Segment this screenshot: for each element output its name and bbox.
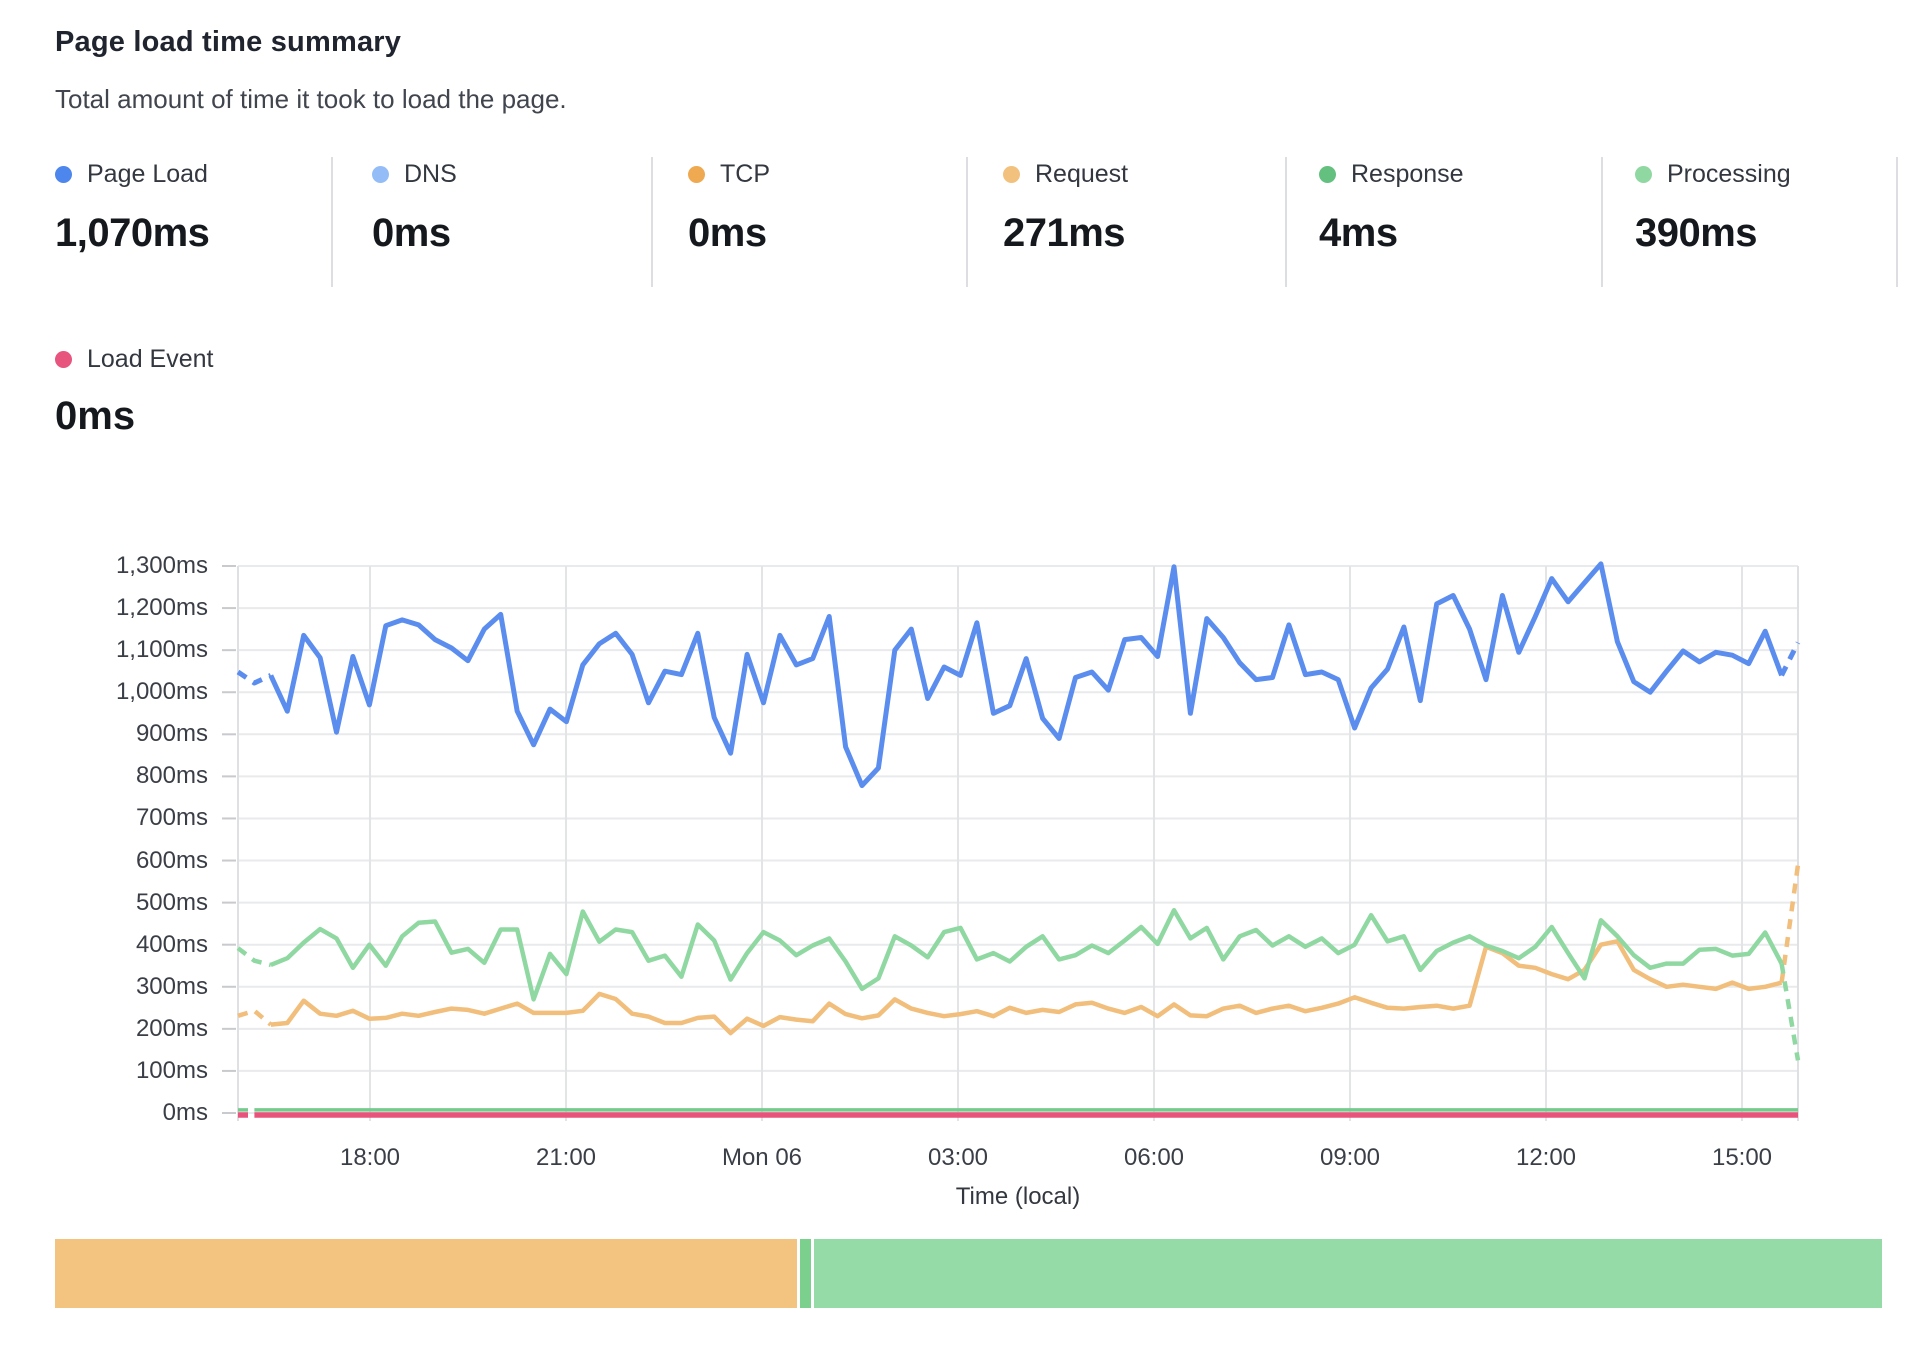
bar-segment-response (800, 1239, 812, 1308)
page-title: Page load time summary (55, 26, 402, 58)
x-tick-label: 18:00 (339, 1144, 401, 1171)
x-tick-label: 15:00 (1711, 1144, 1773, 1171)
page-subtitle: Total amount of time it took to load the… (55, 84, 567, 114)
metric-label: Load Event (87, 345, 214, 373)
metric-tile-request: Request 271ms (1003, 160, 1273, 256)
metric-value: 4ms (1319, 211, 1398, 255)
page-load-line (1779, 641, 1801, 677)
bar-segment-request (55, 1239, 798, 1308)
y-tick-label: 800ms (135, 762, 208, 790)
processing-line (236, 946, 272, 968)
metric-label: Page Load (87, 160, 208, 188)
metric-tile-processing: Processing 390ms (1635, 160, 1905, 256)
y-tick-label: 400ms (135, 930, 208, 958)
dns-legend-dot (372, 166, 389, 183)
tile-divider (966, 157, 968, 287)
metric-value: 0ms (372, 211, 451, 255)
metric-tile-dns: DNS 0ms (372, 160, 642, 256)
y-tick-label: 700ms (135, 804, 208, 832)
tile-divider (1285, 157, 1287, 287)
metric-value: 271ms (1003, 211, 1126, 255)
y-tick-label: 1,100ms (115, 636, 208, 664)
page-load-line (236, 669, 272, 686)
response-legend-dot (1319, 166, 1336, 183)
metric-label: Response (1351, 160, 1464, 188)
bar-segment-processing (814, 1239, 1882, 1308)
metric-tile-response: Response 4ms (1319, 160, 1589, 256)
metric-tile-tcp: TCP 0ms (688, 160, 958, 256)
metric-tile-load-event: Load Event 0ms (55, 345, 214, 439)
y-tick-label: 300ms (135, 972, 208, 1000)
load-event-legend-dot (55, 351, 72, 368)
x-tick-label: Mon 06 (721, 1144, 803, 1171)
request-line (237, 1008, 273, 1027)
processing-line (1779, 963, 1801, 1061)
y-tick-label: 600ms (135, 846, 208, 874)
x-tick-label: 03:00 (927, 1144, 989, 1171)
tile-divider (331, 157, 333, 287)
metric-value: 390ms (1635, 211, 1758, 255)
page-load-line (268, 561, 1784, 789)
tile-divider (1896, 157, 1898, 287)
x-tick-label: 12:00 (1515, 1144, 1577, 1171)
x-tick-label: 09:00 (1319, 1144, 1381, 1171)
request-line (270, 939, 1783, 1036)
metric-value: 0ms (55, 394, 136, 438)
y-tick-label: 1,000ms (115, 678, 208, 706)
y-tick-label: 1,300ms (115, 552, 208, 579)
page-load-legend-dot (55, 166, 72, 183)
processing-line (269, 907, 1784, 1002)
metric-label: Processing (1667, 160, 1791, 188)
y-tick-label: 0ms (162, 1099, 208, 1126)
y-tick-label: 900ms (135, 720, 208, 748)
tile-divider (1601, 157, 1603, 287)
processing-legend-dot (1635, 166, 1652, 183)
timing-proportion-bar (55, 1239, 1882, 1308)
x-tick-label: 21:00 (535, 1144, 597, 1171)
tcp-legend-dot (688, 166, 705, 183)
y-tick-label: 1,200ms (115, 594, 208, 622)
x-tick-label: 06:00 (1123, 1144, 1185, 1171)
metric-value: 1,070ms (55, 211, 210, 255)
request-line (1779, 864, 1801, 983)
x-axis-title: Time (local) (955, 1183, 1081, 1210)
metric-label: DNS (404, 160, 457, 188)
metric-label: TCP (720, 160, 770, 188)
metric-label: Request (1035, 160, 1129, 188)
request-legend-dot (1003, 166, 1020, 183)
y-tick-label: 200ms (135, 1014, 208, 1042)
metric-value: 0ms (688, 211, 767, 255)
y-tick-label: 500ms (135, 888, 208, 916)
tile-divider (651, 157, 653, 287)
metric-tile-page-load: Page Load 1,070ms (55, 160, 325, 256)
y-tick-label: 100ms (135, 1056, 208, 1084)
